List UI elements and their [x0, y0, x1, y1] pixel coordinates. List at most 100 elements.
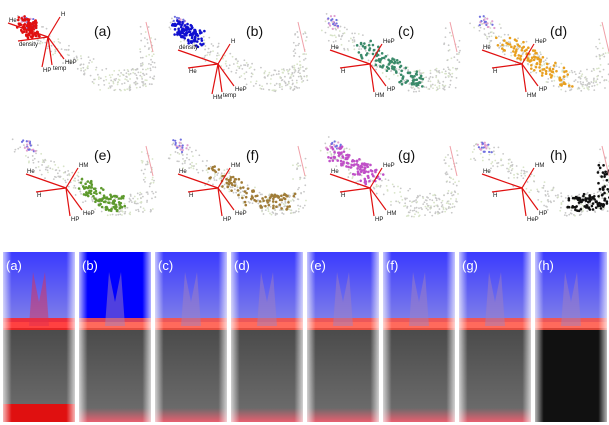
scatter-panel: HeHHePHMHP(d): [469, 15, 609, 99]
point: [540, 53, 542, 55]
point: [346, 29, 348, 31]
highlight-point: [560, 84, 563, 87]
point: [442, 85, 444, 87]
point: [127, 69, 129, 71]
highlight-point: [233, 181, 236, 184]
point: [428, 77, 430, 79]
highlight-point: [582, 199, 585, 202]
point: [40, 153, 42, 155]
figure: HedensityHtempHePHP(a)densityHeHtempHePH…: [0, 0, 609, 425]
point: [138, 210, 140, 212]
point: [510, 172, 512, 174]
point: [124, 207, 126, 209]
point: [93, 79, 95, 81]
highlight-point: [404, 81, 407, 84]
point: [337, 25, 339, 27]
highlight-point: [266, 201, 269, 204]
point: [294, 86, 296, 88]
point: [221, 178, 223, 180]
point: [243, 195, 245, 197]
point: [303, 59, 305, 61]
point: [149, 83, 151, 85]
point: [110, 77, 112, 79]
point: [455, 87, 457, 89]
highlight-point: [572, 197, 575, 200]
point: [298, 87, 300, 89]
point: [333, 153, 335, 155]
point: [188, 167, 190, 169]
point: [561, 69, 563, 71]
point: [419, 195, 421, 197]
point: [540, 201, 542, 203]
point: [408, 90, 410, 92]
point: [292, 89, 294, 91]
point: [547, 191, 549, 193]
highlight-point: [194, 37, 197, 40]
point: [286, 69, 288, 71]
highlight-point: [409, 71, 412, 74]
point: [380, 173, 382, 175]
vector-label: HP: [71, 217, 79, 223]
loading-vector: [188, 188, 218, 192]
point: [537, 199, 539, 201]
point: [80, 193, 82, 195]
highlight-point: [104, 200, 107, 203]
point: [436, 70, 438, 72]
loading-vector: [178, 174, 218, 188]
highlight-point: [185, 29, 188, 32]
highlight-point: [272, 207, 275, 210]
point: [147, 193, 149, 195]
point: [448, 72, 450, 74]
highlight-point: [242, 186, 245, 189]
highlight-point: [186, 23, 189, 26]
point: [397, 186, 399, 188]
point: [332, 21, 334, 23]
loading-vector: [340, 64, 370, 68]
point: [373, 188, 375, 190]
point: [419, 72, 421, 74]
point: [494, 160, 496, 162]
point: [344, 49, 346, 51]
point: [243, 73, 245, 75]
point: [481, 23, 483, 25]
point: [118, 211, 120, 213]
point: [103, 208, 105, 210]
point: [518, 48, 520, 50]
point: [365, 50, 367, 52]
point: [273, 74, 275, 76]
highlight-point: [29, 27, 32, 30]
point: [578, 77, 580, 79]
point: [533, 175, 535, 177]
point: [111, 74, 113, 76]
point: [150, 69, 152, 71]
highlight-point: [332, 159, 335, 162]
point: [135, 209, 137, 211]
point: [182, 144, 184, 146]
highlight-point: [365, 183, 368, 186]
point: [143, 81, 145, 83]
point: [524, 175, 526, 177]
point: [431, 215, 433, 217]
point: [59, 176, 61, 178]
point: [445, 76, 447, 78]
highlight-point: [357, 171, 360, 174]
highlight-point: [597, 182, 600, 185]
highlight-point: [360, 170, 363, 173]
point: [340, 38, 342, 40]
point: [419, 69, 421, 71]
highlight-point: [367, 175, 370, 178]
point: [602, 47, 604, 49]
highlight-point: [535, 52, 538, 55]
highlight-point: [80, 181, 83, 184]
point: [487, 26, 489, 28]
highlight-point: [386, 69, 389, 72]
highlight-point: [519, 58, 522, 61]
highlight-point: [179, 23, 182, 26]
point: [80, 68, 82, 70]
vector-label: H: [61, 12, 65, 18]
point: [88, 62, 90, 64]
point: [483, 15, 485, 17]
highlight-point: [35, 23, 38, 26]
point: [281, 88, 283, 90]
highlight-point: [565, 70, 568, 73]
